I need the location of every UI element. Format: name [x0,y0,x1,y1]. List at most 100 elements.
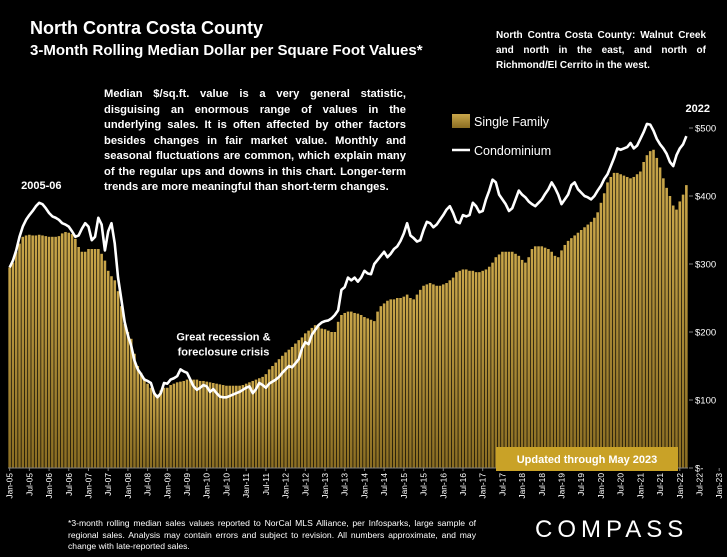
single-family-bar [87,249,90,468]
single-family-bar [369,319,373,468]
single-family-bar [100,253,103,468]
single-family-bar [497,254,501,468]
y-tick-label: $100 [695,396,716,407]
single-family-bar [405,294,409,468]
single-family-bar [235,385,238,468]
single-family-bar [330,332,333,468]
single-family-bar [57,236,61,468]
single-family-bar [514,253,517,468]
single-family-bar [441,284,445,468]
y-tick-label: $300 [695,260,716,271]
annotation-2022: 2022 [686,103,710,115]
x-tick-label: Jan-12 [281,473,291,499]
annotation-recession-line1: Great recession & [176,331,270,343]
single-family-bar [491,262,494,468]
x-tick-label: Jan-13 [320,473,330,499]
single-family-bar [586,224,590,468]
single-family-bar [215,383,218,468]
footnote: *3-month rolling median sales values rep… [68,518,476,551]
single-family-bar [520,259,524,468]
x-tick-label: Jul-13 [340,473,350,496]
updated-badge [496,447,678,471]
single-family-bar [389,299,392,468]
single-family-bar [547,249,550,468]
single-family-bar [665,187,668,468]
single-family-bar [501,251,504,468]
single-family-bar [179,381,182,468]
annotation-2005-06: 2005-06 [21,180,61,192]
single-family-bar [54,236,57,468]
x-tick-label: Jul-08 [143,473,153,496]
single-family-bar [93,249,97,468]
single-family-bar [21,236,25,468]
single-family-bar [343,312,347,468]
single-family-bar [8,267,11,468]
single-family-bar [202,380,205,468]
single-family-bar [172,383,176,468]
single-family-bar [149,387,153,468]
single-family-bar [281,355,284,468]
single-family-bar [261,376,264,468]
single-family-bar [41,235,44,468]
single-family-bar [487,266,491,468]
single-family-bar [205,381,209,468]
single-family-bar [399,298,402,468]
single-family-bar [435,285,438,468]
legend-label-single-family: Single Family [474,115,550,129]
single-family-bar [162,387,166,468]
x-tick-label: Jul-06 [64,473,74,496]
x-tick-label: Jan-21 [635,473,645,499]
single-family-bar [639,171,642,468]
single-family-bar [77,247,80,468]
single-family-bar [629,178,632,468]
single-family-bar [576,232,580,468]
single-family-bar [648,151,652,468]
single-family-bar [284,352,287,468]
single-family-bar [662,178,665,468]
single-family-bar [74,238,77,468]
single-family-bar [113,280,117,468]
single-family-bar [645,155,649,468]
single-family-bar [146,383,149,468]
single-family-bar [589,221,593,468]
single-family-bar [297,340,301,468]
single-family-bar [28,234,31,468]
x-tick-label: Jan-19 [557,473,567,499]
single-family-bar [31,235,34,468]
single-family-bar [51,236,54,468]
single-family-bar [451,277,455,468]
compass-logo: COMPASS [535,516,689,543]
single-family-bar [287,349,291,468]
single-family-bar [11,262,15,468]
single-family-bar [185,379,189,468]
single-family-bar [379,306,383,468]
single-family-bar [573,235,576,468]
single-family-bar [307,330,310,468]
single-family-bar [120,306,123,468]
single-family-bar [47,236,51,468]
single-family-bar [464,269,468,468]
single-family-bar [681,194,685,468]
single-family-bar [372,321,376,468]
single-family-bar [570,238,573,468]
legend: Single Family Condominium [452,114,551,158]
single-family-bar [359,315,363,468]
single-family-bar [540,246,544,468]
single-family-bar [524,262,527,468]
single-family-bar [129,338,133,468]
x-tick-label: Jan-22 [675,473,685,499]
single-family-bar [461,269,465,468]
single-family-bar [468,270,471,468]
single-family-bar [556,257,560,468]
single-family-bar [583,227,586,468]
single-family-bar [537,246,540,468]
x-tick-label: Jul-05 [24,473,34,496]
single-family-bar [221,385,225,468]
single-family-bar [609,176,613,468]
single-family-bar [671,205,675,468]
single-family-bar [625,176,629,468]
x-tick-label: Jul-15 [419,473,429,496]
single-family-bar [238,385,241,468]
single-family-bar [530,249,534,468]
single-family-bar [320,328,324,468]
